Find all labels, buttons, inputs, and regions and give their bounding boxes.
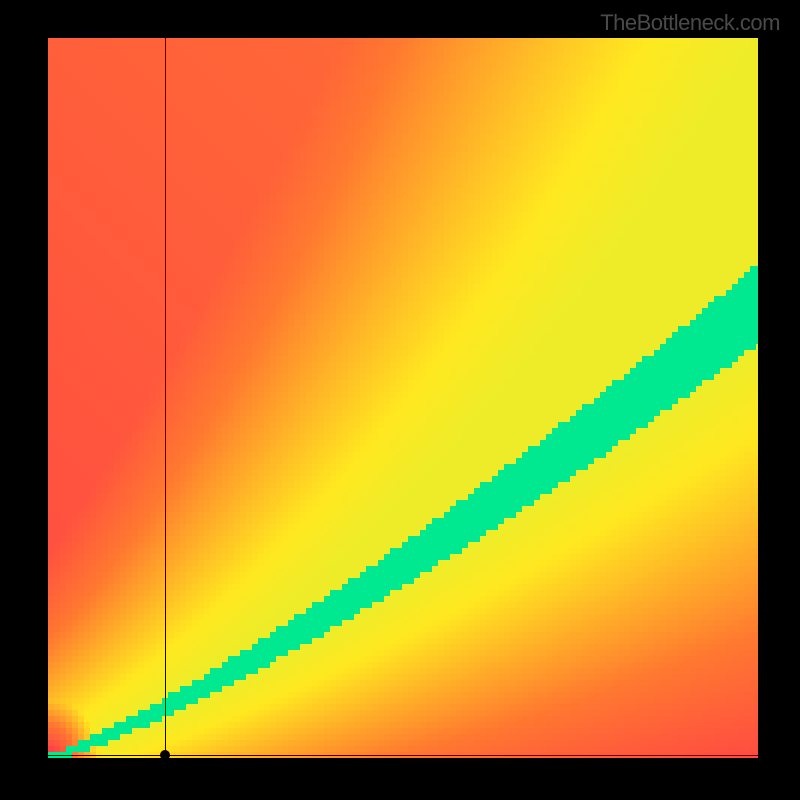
x-axis-line: [34, 755, 790, 756]
crosshair-marker: [160, 750, 170, 760]
y-axis-line: [165, 34, 166, 770]
watermark: TheBottleneck.com: [600, 10, 780, 36]
heatmap-canvas: [48, 38, 758, 758]
heatmap-chart: [48, 38, 758, 758]
